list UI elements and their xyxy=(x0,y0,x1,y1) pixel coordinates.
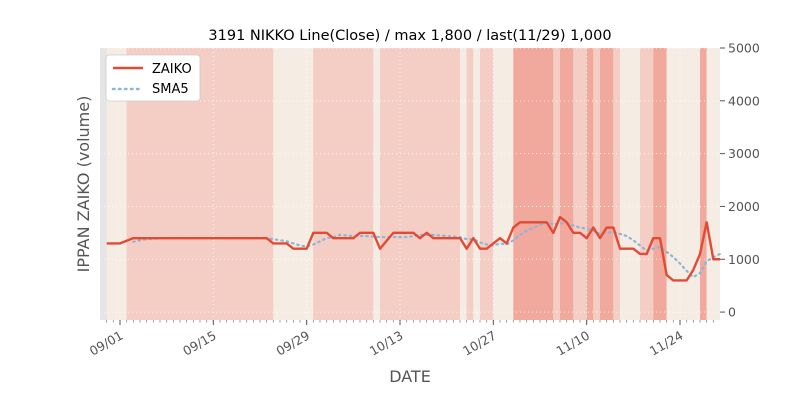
y-tick-label-2: 2000 xyxy=(728,199,760,214)
y-tick-label-4: 4000 xyxy=(728,93,760,108)
band-18 xyxy=(600,48,614,320)
band-15 xyxy=(573,48,587,320)
band-21 xyxy=(640,48,654,320)
x-tick-label-2: 09/29 xyxy=(273,328,312,359)
y-tick-label-5: 5000 xyxy=(728,41,760,56)
band-0 xyxy=(106,48,114,320)
x-axis-label: DATE xyxy=(389,367,431,386)
band-16 xyxy=(586,48,594,320)
band-23 xyxy=(666,48,700,320)
legend: ZAIKO SMA5 xyxy=(105,54,201,102)
gridlines xyxy=(100,47,720,320)
y-axis-label: IPPAN ZAIKO (volume) xyxy=(74,96,93,273)
band-22 xyxy=(653,48,667,320)
y-axis-ticks: 0 1000 2000 3000 4000 5000 xyxy=(720,41,760,320)
legend-box xyxy=(105,54,201,102)
band-6 xyxy=(380,48,460,320)
band-14 xyxy=(560,48,574,320)
band-13 xyxy=(553,48,560,320)
band-19 xyxy=(613,48,620,320)
x-tick-label-3: 10/13 xyxy=(367,328,406,359)
x-tick-label-1: 09/15 xyxy=(180,328,219,359)
band-17 xyxy=(593,48,600,320)
x-tick-label-6: 11/24 xyxy=(647,328,686,359)
x-axis-ticks: 09/01 09/15 09/29 10/13 10/27 11/10 11/24 xyxy=(87,320,714,359)
series-lines xyxy=(106,215,722,282)
band-20 xyxy=(620,48,640,320)
band-5 xyxy=(373,48,380,320)
band-12 xyxy=(513,48,554,320)
band-3 xyxy=(273,48,314,320)
band-25 xyxy=(706,48,720,320)
y-tick-label-0: 0 xyxy=(728,305,736,320)
band-7 xyxy=(460,48,467,320)
band-24 xyxy=(700,48,707,320)
band-4 xyxy=(313,48,374,320)
series-line-zaiko xyxy=(106,215,720,282)
y-tick-label-3: 3000 xyxy=(728,146,760,161)
chart-title: 3191 NIKKO Line(Close) / max 1,800 / las… xyxy=(208,28,611,44)
band-10 xyxy=(480,48,494,320)
x-tick-label-5: 11/10 xyxy=(553,328,592,359)
legend-label-sma5: SMA5 xyxy=(152,82,189,97)
band-9 xyxy=(473,48,480,320)
y-tick-label-1: 1000 xyxy=(728,252,760,267)
legend-label-zaiko: ZAIKO xyxy=(152,62,192,77)
band-8 xyxy=(466,48,474,320)
x-tick-label-4: 10/27 xyxy=(460,328,499,359)
x-tick-label-0: 09/01 xyxy=(87,328,126,359)
band-11 xyxy=(493,48,514,320)
